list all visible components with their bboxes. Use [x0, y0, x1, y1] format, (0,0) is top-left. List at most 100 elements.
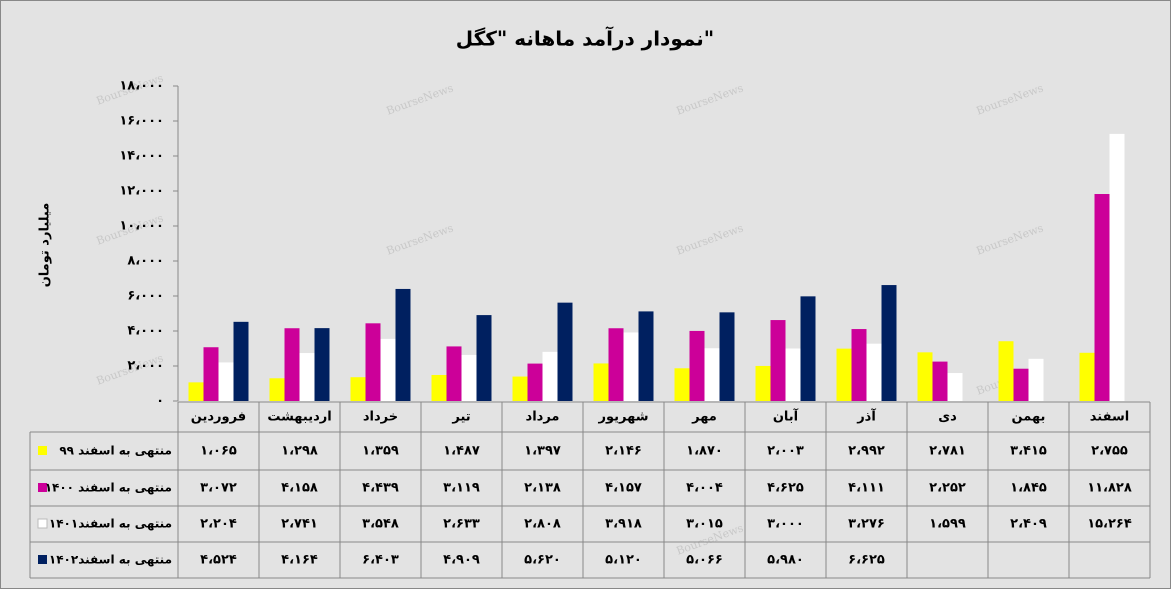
bar [674, 368, 690, 401]
y-tick-label: ۱۲،۰۰۰ [119, 184, 164, 199]
table-cell: ۴،۶۲۵ [767, 481, 804, 496]
bar [557, 302, 573, 401]
table-cell: ۳،۲۷۶ [848, 517, 885, 532]
table-cell: ۲،۲۰۴ [200, 517, 237, 532]
table-cell: ۲،۸۰۸ [524, 517, 561, 532]
table-cell: ۲،۱۴۶ [605, 444, 642, 459]
bar [542, 351, 558, 401]
table-cell: ۶،۶۲۵ [848, 553, 885, 568]
table-cell: ۳،۴۱۵ [1010, 444, 1047, 459]
legend-key [38, 446, 47, 455]
table-cell: ۵،۰۶۶ [686, 553, 723, 568]
legend-label: منتهی به اسفند ۹۹ [59, 444, 172, 458]
table-cell: ۳،۰۷۲ [200, 481, 237, 496]
table-cell: ۶،۴۰۳ [362, 553, 399, 568]
bar [770, 320, 786, 401]
bar [380, 338, 396, 401]
legend-key [37, 518, 48, 529]
bar [638, 311, 654, 401]
table-cell: ۲،۴۰۹ [1010, 517, 1047, 532]
bar [365, 323, 381, 401]
table-cell: ۴،۱۱۱ [848, 481, 885, 496]
y-tick-label: ۸،۰۰۰ [127, 254, 164, 269]
legend-label: منتهی به اسفند۱۴۰۲ [49, 553, 172, 567]
bar [623, 332, 639, 401]
bar [203, 347, 219, 401]
table-cell: ۱،۲۹۸ [281, 444, 318, 459]
bar [932, 361, 948, 401]
x-tick-label: فروردین [191, 410, 246, 425]
table-cell: ۴،۰۰۴ [686, 481, 723, 496]
table-cell: ۳،۰۰۰ [767, 517, 804, 532]
table-cell: ۵،۱۲۰ [605, 553, 642, 568]
y-tick-label: ۱۴،۰۰۰ [119, 149, 164, 164]
bar [608, 328, 624, 401]
table-cell: ۱،۳۵۹ [362, 444, 399, 459]
bar [881, 285, 897, 401]
bar [689, 330, 705, 401]
bar [947, 373, 963, 401]
table-cell: ۲،۱۳۸ [524, 481, 561, 496]
x-tick-label: آذر [856, 408, 876, 425]
legend-key [38, 483, 47, 492]
bar [704, 348, 720, 401]
table-cell: ۳،۰۱۵ [686, 517, 723, 532]
bar [800, 296, 816, 401]
table-cell: ۳،۱۱۹ [443, 481, 480, 496]
x-tick-label: تیر [451, 410, 470, 425]
table-cell: ۱،۰۶۵ [200, 444, 237, 459]
y-tick-label: ۲،۰۰۰ [127, 359, 164, 374]
bar [395, 288, 411, 401]
table-cell: ۱،۸۷۰ [686, 444, 723, 459]
legend-label: منتهی به اسفند ۱۴۰۰ [45, 481, 172, 495]
bar [314, 328, 330, 401]
table-cell: ۴،۱۶۴ [281, 553, 318, 568]
bar [512, 376, 528, 401]
table-cell: ۱،۵۹۹ [929, 517, 966, 532]
table-cell: ۴،۴۳۹ [362, 481, 399, 496]
table-cell: ۵،۹۸۰ [767, 553, 804, 568]
y-tick-label: ۱۸،۰۰۰ [119, 79, 164, 94]
bar [785, 348, 801, 401]
y-tick-label: ۶،۰۰۰ [127, 289, 164, 304]
x-tick-label: خرداد [363, 410, 398, 425]
bar [1013, 368, 1029, 401]
bar [917, 352, 933, 401]
table-cell: ۴،۱۵۷ [605, 481, 642, 496]
legend-label: منتهی به اسفند۱۴۰۱ [49, 517, 172, 531]
table-cell: ۱۵،۲۶۴ [1087, 517, 1132, 532]
bar [446, 346, 462, 401]
x-tick-label: مرداد [526, 410, 560, 425]
table-cell: ۱،۴۸۷ [443, 444, 480, 459]
bar [269, 378, 285, 401]
bar [527, 363, 543, 401]
bar [218, 362, 234, 401]
y-tick-label: ۰ [156, 394, 164, 409]
y-axis-label: میلیارد تومان [38, 203, 53, 288]
bar [998, 341, 1014, 401]
bar [851, 329, 867, 401]
bar [719, 312, 735, 401]
bar [350, 377, 366, 401]
bar [461, 354, 477, 401]
table-cell: ۴،۹۰۹ [443, 553, 480, 568]
bar [593, 363, 609, 401]
table-cell: ۴،۵۲۴ [200, 553, 237, 568]
bar [1079, 352, 1095, 401]
x-tick-label: مهر [691, 410, 717, 425]
table-cell: ۴،۱۵۸ [281, 481, 318, 496]
plot-area [178, 86, 1150, 401]
x-tick-label: اردیبهشت [267, 410, 331, 425]
x-tick-label: بهمن [1012, 410, 1046, 425]
table-cell: ۳،۵۴۸ [362, 517, 399, 532]
x-tick-label: اسفند [1090, 410, 1129, 425]
table-cell: ۵،۶۲۰ [524, 553, 561, 568]
table-cell: ۳،۹۱۸ [605, 517, 642, 532]
chart-title: نمودار درآمد ماهانه "کگل" [456, 26, 714, 51]
table-cell: ۲،۶۳۳ [443, 517, 480, 532]
y-tick-label: ۴،۰۰۰ [127, 324, 164, 339]
table-cell: ۲،۷۴۱ [281, 517, 318, 532]
bar [866, 343, 882, 401]
table-cell: ۲،۰۰۳ [767, 444, 804, 459]
